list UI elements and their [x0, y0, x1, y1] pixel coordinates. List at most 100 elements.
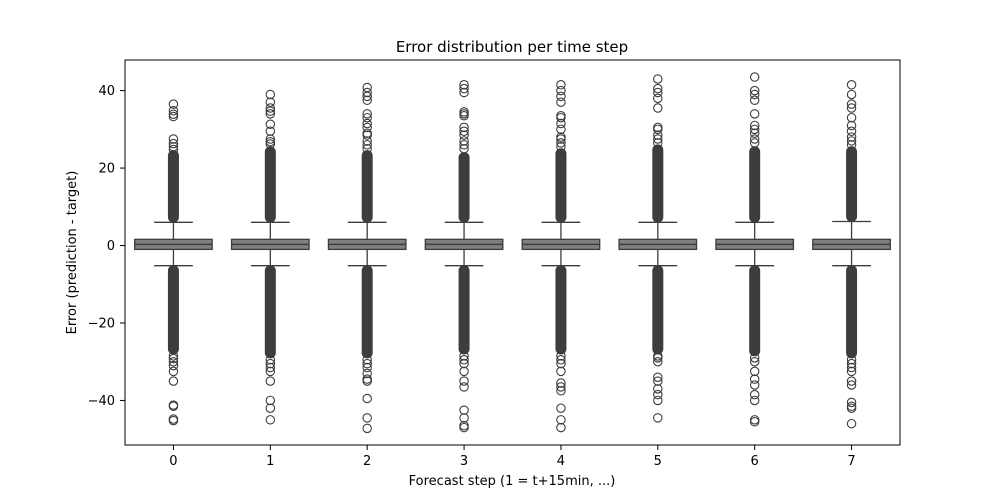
outlier-point: [846, 397, 857, 408]
outlier-band-high: [652, 144, 664, 223]
outlier-point: [846, 112, 857, 123]
outlier-point: [653, 376, 663, 386]
outlier-point: [459, 366, 469, 377]
box-group-1: [230, 89, 310, 425]
outlier-point: [265, 139, 276, 149]
outlier-band-low: [846, 265, 858, 359]
outlier-point: [846, 120, 857, 131]
outlier-point: [846, 80, 857, 90]
outlier-point: [846, 99, 857, 109]
outlier-point: [362, 118, 372, 129]
outlier-point: [362, 374, 372, 384]
outlier-band-high: [749, 146, 761, 223]
outlier-point: [362, 109, 372, 119]
outlier-point: [749, 380, 760, 390]
outlier-point: [749, 124, 760, 135]
x-tick-label: 5: [654, 454, 662, 469]
outlier-point: [459, 422, 469, 433]
outlier-point: [653, 372, 663, 382]
outlier-point: [653, 122, 663, 133]
outlier-point: [459, 130, 469, 140]
outlier-point: [556, 142, 566, 152]
outlier-point: [556, 378, 566, 388]
outlier-point: [846, 136, 857, 146]
outlier-point: [168, 144, 179, 155]
outlier-point: [556, 112, 566, 123]
outlier-point: [459, 80, 469, 90]
outlier-point: [362, 82, 372, 93]
outlier-point: [556, 422, 566, 433]
y-tick-label: 20: [98, 162, 115, 177]
outlier-point: [265, 97, 276, 107]
outlier-point: [846, 376, 857, 386]
outlier-band-high: [458, 152, 470, 223]
outlier-point: [168, 360, 179, 371]
outlier-point: [846, 126, 857, 137]
outlier-point: [556, 366, 566, 377]
outlier-point: [653, 384, 663, 394]
outlier-point: [362, 362, 372, 373]
outlier-point: [749, 128, 760, 138]
outlier-point: [653, 124, 663, 135]
outlier-point: [749, 415, 760, 425]
outlier-point: [749, 417, 760, 427]
outlier-point: [846, 380, 857, 390]
outlier-point: [362, 95, 372, 106]
outlier-point: [653, 83, 663, 94]
outlier-point: [362, 112, 372, 123]
outlier-point: [846, 366, 857, 377]
outlier-point: [846, 362, 857, 373]
y-axis-label: Error (prediction - target): [65, 171, 80, 335]
box-group-0: [134, 99, 213, 426]
outlier-point: [653, 74, 663, 84]
outlier-point: [556, 403, 566, 413]
box-group-6: [715, 72, 795, 427]
outlier-point: [265, 134, 276, 144]
plot-area: [134, 72, 891, 434]
outlier-point: [459, 405, 469, 415]
outlier-point: [556, 382, 566, 392]
outlier-band-high: [555, 148, 567, 223]
y-tick-label: 40: [98, 84, 115, 99]
outlier-point: [749, 72, 760, 82]
outlier-point: [168, 353, 179, 364]
outlier-point: [459, 413, 469, 423]
outlier-point: [265, 376, 276, 386]
outlier-point: [265, 119, 276, 130]
outlier-point: [168, 109, 179, 119]
outlier-point: [362, 423, 372, 434]
outlier-point: [749, 134, 760, 144]
outlier-point: [265, 415, 276, 425]
outlier-point: [846, 132, 857, 142]
outlier-point: [459, 355, 469, 365]
y-tick-label: 0: [107, 239, 115, 254]
outlier-point: [168, 351, 179, 361]
outlier-point: [846, 103, 857, 113]
outlier-point: [459, 376, 469, 386]
outlier-band-high: [264, 146, 276, 223]
outlier-band-low: [652, 265, 664, 355]
outlier-point: [653, 87, 663, 98]
outlier-point: [653, 130, 663, 140]
outlier-point: [459, 136, 469, 146]
outlier-point: [168, 376, 179, 386]
outlier-point: [749, 85, 760, 96]
outlier-point: [362, 128, 372, 138]
outlier-point: [459, 382, 469, 392]
outlier-band-low: [458, 265, 470, 355]
outlier-point: [653, 138, 663, 148]
outlier-point: [362, 393, 372, 404]
outlier-point: [846, 418, 857, 429]
outlier-point: [749, 395, 760, 406]
outlier-point: [653, 134, 663, 144]
box-group-3: [424, 80, 504, 433]
outlier-point: [168, 138, 179, 149]
outlier-point: [168, 356, 179, 367]
outlier-point: [362, 136, 372, 146]
outlier-point: [846, 403, 857, 413]
outlier-point: [362, 368, 372, 379]
outlier-point: [556, 415, 566, 425]
outlier-point: [459, 143, 469, 154]
outlier-point: [749, 95, 760, 106]
